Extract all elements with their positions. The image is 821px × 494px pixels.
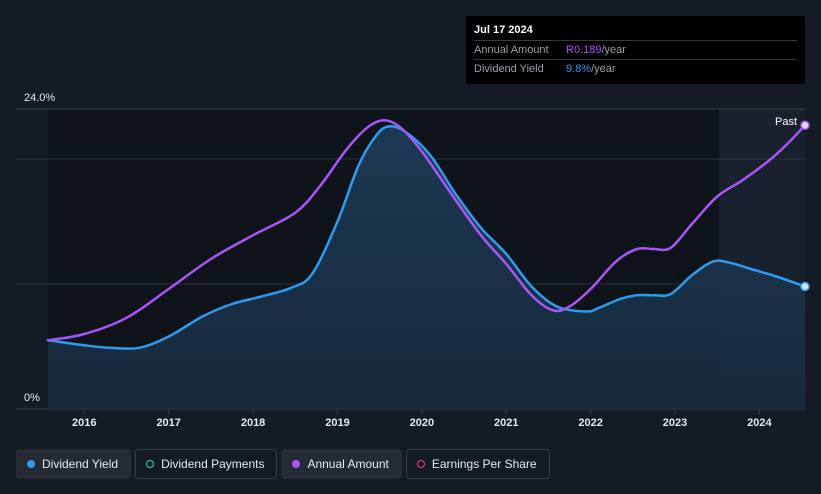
dividend-yield-area: [48, 126, 805, 409]
x-tick-label: 2019: [325, 417, 349, 429]
tooltip-row-annual-amount: Annual Amount R0.189 /year: [474, 41, 797, 60]
x-tick-label: 2023: [663, 417, 687, 429]
x-tick-label: 2024: [747, 417, 772, 429]
tooltip-date: Jul 17 2024: [474, 16, 797, 41]
legend-annual-amount-label: Annual Amount: [307, 457, 389, 471]
legend-earnings-per-share-button[interactable]: Earnings Per Share: [405, 449, 550, 479]
dividend-yield-line: [46, 125, 807, 350]
x-tick-label: 2016: [72, 417, 96, 429]
legend-dividend-payments-button[interactable]: Dividend Payments: [135, 449, 278, 479]
y-axis-bottom-label: 0%: [24, 392, 40, 404]
tooltip-annual-amount-unit: /year: [601, 44, 626, 56]
legend-dividend-payments-label: Dividend Payments: [161, 457, 265, 471]
past-label: Past: [775, 116, 797, 128]
tooltip-annual-amount-value: R0.189: [566, 44, 602, 56]
y-axis-top-label: 24.0%: [24, 92, 55, 104]
annual-amount-end-marker: [800, 120, 810, 130]
x-tick-label: 2022: [578, 417, 602, 429]
tooltip-dividend-yield-unit: /year: [591, 63, 616, 75]
legend-dividend-yield-dot-icon: [27, 460, 35, 468]
legend: Dividend Yield Dividend Payments Annual …: [16, 449, 550, 479]
annual-amount-line: [46, 119, 807, 342]
tooltip-annual-amount-label: Annual Amount: [474, 44, 549, 56]
x-tick-label: 2018: [241, 417, 265, 429]
legend-dividend-payments-ring-icon: [146, 460, 155, 468]
tooltip-row-dividend-yield: Dividend Yield 9.8% /year: [474, 60, 797, 78]
legend-earnings-per-share-ring-icon: [416, 460, 425, 468]
legend-dividend-yield-button[interactable]: Dividend Yield: [16, 449, 132, 479]
dividend-yield-end-marker: [800, 281, 810, 292]
legend-earnings-per-share-label: Earnings Per Share: [431, 457, 537, 471]
x-tick-label: 2021: [494, 417, 518, 429]
tooltip: Jul 17 2024 Annual Amount R0.189 /year D…: [466, 16, 805, 84]
tooltip-dividend-yield-label: Dividend Yield: [474, 63, 544, 75]
legend-dividend-yield-label: Dividend Yield: [42, 457, 119, 471]
legend-annual-amount-button[interactable]: Annual Amount: [281, 449, 402, 479]
x-tick-label: 2017: [156, 417, 180, 429]
x-tick-label: 2020: [410, 417, 434, 429]
legend-annual-amount-dot-icon: [292, 460, 301, 468]
tooltip-dividend-yield-value: 9.8%: [566, 63, 592, 75]
